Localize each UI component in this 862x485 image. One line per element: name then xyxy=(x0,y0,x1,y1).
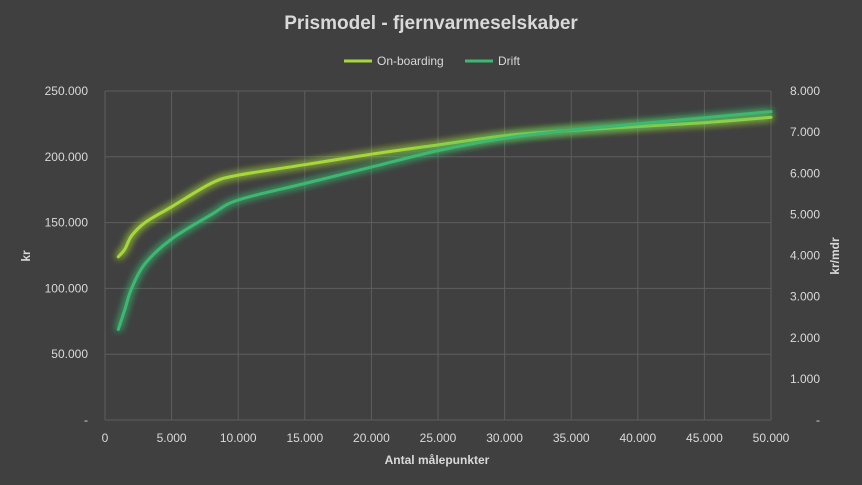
y2-tick-label: 4.000 xyxy=(790,249,820,263)
y2-tick-label: 8.000 xyxy=(790,84,820,98)
y2-tick-label: 7.000 xyxy=(790,125,820,139)
y2-tick-label: 1.000 xyxy=(790,372,820,386)
chart-legend: On-boarding Drift xyxy=(344,54,521,68)
x-tick-label: 45.000 xyxy=(686,431,723,445)
y2-tick-label: 2.000 xyxy=(790,331,820,345)
y2-tick-label: 5.000 xyxy=(790,207,820,221)
y-tick-label: - xyxy=(84,413,88,427)
x-tick-label: 20.000 xyxy=(353,431,390,445)
y2-tick-label: 3.000 xyxy=(790,290,820,304)
y-tick-label: 100.000 xyxy=(45,281,89,295)
grid-layer xyxy=(104,90,772,421)
x-tick-label: 50.000 xyxy=(753,431,790,445)
y-tick-label: 200.000 xyxy=(45,150,89,164)
y2-tick-label: - xyxy=(816,413,820,427)
y-tick-label: 250.000 xyxy=(45,84,89,98)
y2-axis-label: kr/mdr xyxy=(828,237,842,275)
series-line-on-boarding xyxy=(116,115,773,259)
y2-tick-label: 6.000 xyxy=(790,166,820,180)
x-tick-label: 40.000 xyxy=(619,431,656,445)
x-tick-label: 35.000 xyxy=(553,431,590,445)
x-tick-label: 30.000 xyxy=(486,431,523,445)
y-axis-label: kr xyxy=(19,250,33,262)
tick-layer: 0 5.000 10.000 15.000 20.000 25.000 30.000 35.0… xyxy=(45,84,821,445)
series-line-drift xyxy=(116,110,773,331)
x-tick-label: 15.000 xyxy=(286,431,323,445)
chart-title: Prismodel - fjernvarmeselskaber xyxy=(284,13,578,34)
x-tick-label: 10.000 xyxy=(220,431,257,445)
x-tick-label: 5.000 xyxy=(157,431,187,445)
legend-label-on-boarding: On-boarding xyxy=(377,54,444,68)
y-tick-label: 50.000 xyxy=(51,347,88,361)
series-layer xyxy=(116,110,773,331)
y-tick-label: 150.000 xyxy=(45,216,89,230)
legend-label-drift: Drift xyxy=(498,54,521,68)
x-axis-label: Antal målepunkter xyxy=(385,453,490,467)
x-tick-label: 25.000 xyxy=(420,431,457,445)
x-tick-label: 0 xyxy=(102,431,109,445)
